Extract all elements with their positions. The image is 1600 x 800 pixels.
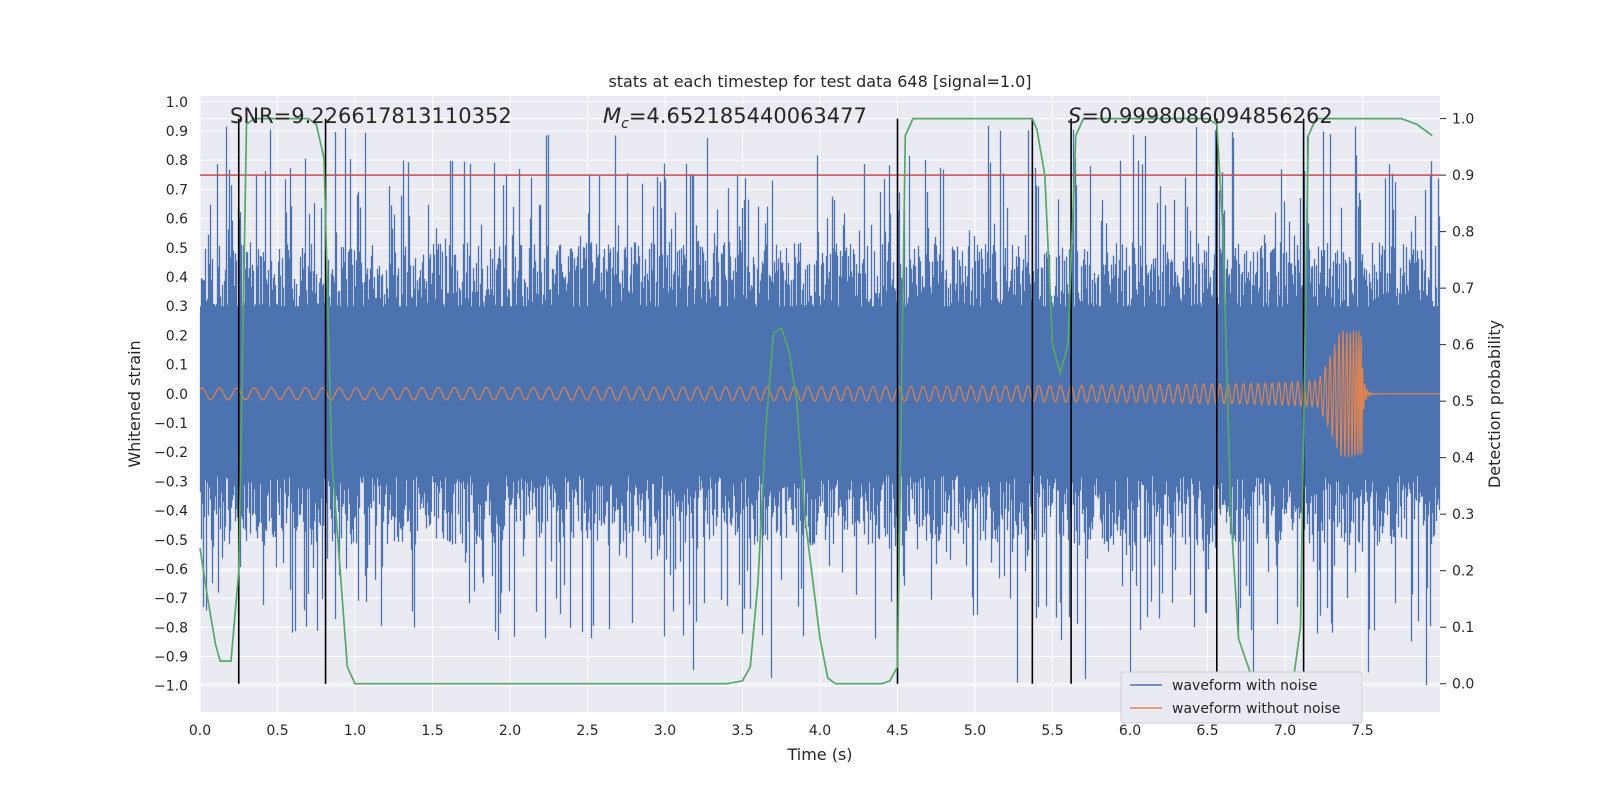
y-right-tick-label: 1.0 <box>1452 112 1474 128</box>
x-tick-label: 1.0 <box>344 723 366 739</box>
x-axis-ticks: 0.0 0.5 1.0 1.5 2.0 2.5 3.0 3.5 4.0 4.5 5.0 5.5 6.0 6… <box>189 723 1374 739</box>
detection-score-annotation: S=0.9998086094856262 <box>1068 104 1333 128</box>
x-tick-label: 2.5 <box>576 723 598 739</box>
y-left-tick-label: −0.9 <box>154 650 188 666</box>
detection-probability-series <box>199 117 1433 685</box>
x-tick-label: 5.5 <box>1041 723 1063 739</box>
y-right-tick-label: 0.5 <box>1452 394 1474 410</box>
y-left-tick-label: 0.3 <box>166 299 188 315</box>
y-right-tick-label: 0.0 <box>1452 677 1474 693</box>
x-tick-label: 6.0 <box>1119 723 1141 739</box>
x-axis-label: Time (s) <box>786 745 852 764</box>
y-left-tick-label: 0.7 <box>166 182 188 198</box>
chirp-mass-annotation: Mc=4.652185440063477 <box>603 104 867 132</box>
y-right-tick-label: 0.8 <box>1452 225 1474 241</box>
clean-waveform-line <box>199 330 1440 458</box>
detection-probability-line <box>199 117 1433 685</box>
chart-title: stats at each timestep for test data 648… <box>608 72 1031 91</box>
score-symbol: S <box>1068 104 1081 128</box>
y-right-tick-label: 0.7 <box>1452 281 1474 297</box>
y-right-axis-ticks: 1.0 0.9 0.8 0.7 0.6 0.5 0.4 0.3 0.2 0.1 0.0 <box>1440 112 1474 693</box>
y-left-axis-label: Whitened strain <box>125 340 144 467</box>
y-right-tick-label: 0.6 <box>1452 338 1474 354</box>
x-tick-label: 6.5 <box>1196 723 1218 739</box>
x-tick-label: 1.5 <box>421 723 443 739</box>
x-tick-label: 3.5 <box>731 723 753 739</box>
snr-annotation: SNR=9.226617813110352 <box>230 104 512 128</box>
y-right-tick-label: 0.1 <box>1452 620 1474 636</box>
score-value: =0.9998086094856262 <box>1081 104 1332 128</box>
y-left-tick-label: −1.0 <box>154 679 188 695</box>
y-left-tick-label: −0.5 <box>154 533 188 549</box>
y-left-tick-label: 0.9 <box>166 124 188 140</box>
legend-label-clean: waveform without noise <box>1172 701 1340 717</box>
y-left-tick-label: 0.0 <box>166 387 188 403</box>
x-tick-label: 5.0 <box>964 723 986 739</box>
y-right-tick-label: 0.2 <box>1452 564 1474 580</box>
x-tick-label: 7.5 <box>1351 723 1373 739</box>
y-left-tick-label: −0.8 <box>154 620 188 636</box>
y-left-tick-label: 0.8 <box>166 153 188 169</box>
clean-waveform-series <box>199 330 1440 458</box>
chirp-mass-value: =4.652185440063477 <box>629 104 867 128</box>
y-left-tick-label: 0.5 <box>166 241 188 257</box>
x-tick-label: 0.0 <box>189 723 211 739</box>
x-tick-label: 4.5 <box>886 723 908 739</box>
y-right-axis-label: Detection probability <box>1485 320 1504 488</box>
y-left-tick-label: −0.7 <box>154 591 188 607</box>
x-tick-label: 7.0 <box>1274 723 1296 739</box>
x-tick-label: 2.0 <box>499 723 521 739</box>
legend-label-noisy: waveform with noise <box>1172 678 1317 694</box>
legend: waveform with noise waveform without noi… <box>1120 671 1363 724</box>
x-tick-label: 0.5 <box>266 723 288 739</box>
y-left-tick-label: 0.2 <box>166 328 188 344</box>
y-left-tick-label: −0.6 <box>154 562 188 578</box>
y-right-tick-label: 0.4 <box>1452 451 1474 467</box>
y-left-tick-label: −0.2 <box>154 445 188 461</box>
y-left-axis-ticks: 1.0 0.9 0.8 0.7 0.6 0.5 0.4 0.3 0.2 0.1 0.0 −0.1 −0.… <box>154 95 188 695</box>
y-left-tick-label: −0.4 <box>154 504 188 520</box>
y-left-tick-label: 0.4 <box>166 270 188 286</box>
chirp-mass-symbol: M <box>603 104 621 128</box>
noisy-waveform-series <box>199 125 1441 685</box>
annotations: SNR=9.226617813110352 Mc=4.6521854400634… <box>230 104 1333 132</box>
y-right-tick-label: 0.9 <box>1452 168 1474 184</box>
noisy-waveform-core <box>200 306 1440 476</box>
y-left-tick-label: −0.1 <box>154 416 188 432</box>
x-tick-label: 4.0 <box>809 723 831 739</box>
y-right-tick-label: 0.3 <box>1452 507 1474 523</box>
y-left-tick-label: 0.6 <box>166 212 188 228</box>
legend-box <box>1120 671 1363 724</box>
chirp-mass-subscript: c <box>621 116 629 132</box>
x-tick-label: 3.0 <box>654 723 676 739</box>
y-left-tick-label: 0.1 <box>166 358 188 374</box>
y-left-tick-label: −0.3 <box>154 474 188 490</box>
y-left-tick-label: 1.0 <box>166 95 188 111</box>
